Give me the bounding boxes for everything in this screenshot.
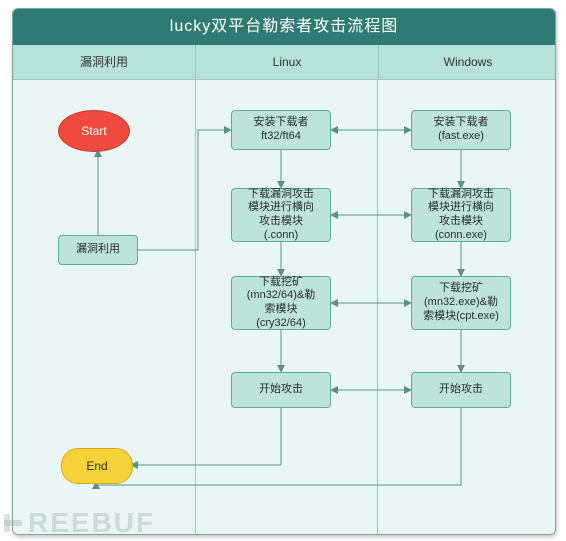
edge xyxy=(131,408,281,465)
node-line: (mn32.exe)&勒 xyxy=(424,296,498,310)
node-line: (cry32/64) xyxy=(256,317,306,331)
flow-node-lx4: 开始攻击 xyxy=(231,372,331,408)
flow-node-lx3: 下载挖矿(mn32/64)&勒索模块(cry32/64) xyxy=(231,276,331,330)
edge xyxy=(138,130,231,250)
flow-node-wn2: 下载漏洞攻击模块进行横向攻击模块(conn.exe) xyxy=(411,188,511,242)
node-line: 模块进行横向 xyxy=(428,201,494,215)
flow-node-wn3: 下载挖矿(mn32.exe)&勒索模块(cpt.exe) xyxy=(411,276,511,330)
lane-divider-2 xyxy=(377,80,378,535)
node-line: 开始攻击 xyxy=(259,383,303,397)
node-line: 攻击模块 xyxy=(259,215,303,229)
node-line: 下载挖矿 xyxy=(439,282,483,296)
diagram-panel: lucky双平台勒索者攻击流程图 漏洞利用 Linux Windows xyxy=(12,8,556,535)
lanes-header: 漏洞利用 Linux Windows xyxy=(13,45,555,80)
node-line: (conn.exe) xyxy=(435,229,487,243)
lane-header-exploit: 漏洞利用 xyxy=(13,45,196,79)
node-line: 下载挖矿 xyxy=(259,276,303,290)
node-line: 模块进行横向 xyxy=(248,201,314,215)
flow-node-lx1: 安装下载者ft32/ft64 xyxy=(231,110,331,150)
node-line: ft32/ft64 xyxy=(261,130,301,144)
watermark: REEBUF xyxy=(0,507,155,539)
flow-node-lx2: 下载漏洞攻击模块进行横向攻击模块(.conn) xyxy=(231,188,331,242)
node-line: 下载漏洞攻击 xyxy=(248,188,314,202)
edge xyxy=(96,408,461,485)
flow-node-wn1: 安装下载者(fast.exe) xyxy=(411,110,511,150)
watermark-icon xyxy=(0,510,26,536)
end-node: End xyxy=(61,448,133,484)
flow-node-wn4: 开始攻击 xyxy=(411,372,511,408)
canvas: lucky双平台勒索者攻击流程图 漏洞利用 Linux Windows xyxy=(0,0,566,541)
node-line: (.conn) xyxy=(264,229,298,243)
node-line: 安装下载者 xyxy=(434,116,489,130)
node-line: 安装下载者 xyxy=(254,116,309,130)
watermark-text: REEBUF xyxy=(28,507,155,539)
node-line: 漏洞利用 xyxy=(76,243,120,257)
lane-header-linux: Linux xyxy=(196,45,379,79)
lane-header-windows: Windows xyxy=(379,45,556,79)
start-node: Start xyxy=(58,110,130,152)
node-line: 索模块 xyxy=(265,303,298,317)
diagram-body: Start漏洞利用安装下载者ft32/ft64下载漏洞攻击模块进行横向攻击模块(… xyxy=(13,80,555,535)
lane-divider-1 xyxy=(195,80,196,535)
flow-node-exploit: 漏洞利用 xyxy=(58,235,138,265)
node-line: 下载漏洞攻击 xyxy=(428,188,494,202)
node-line: 索模块(cpt.exe) xyxy=(423,310,499,324)
node-line: 开始攻击 xyxy=(439,383,483,397)
diagram-title: lucky双平台勒索者攻击流程图 xyxy=(13,9,555,45)
node-line: (fast.exe) xyxy=(438,130,484,144)
node-line: 攻击模块 xyxy=(439,215,483,229)
node-line: (mn32/64)&勒 xyxy=(247,289,315,303)
